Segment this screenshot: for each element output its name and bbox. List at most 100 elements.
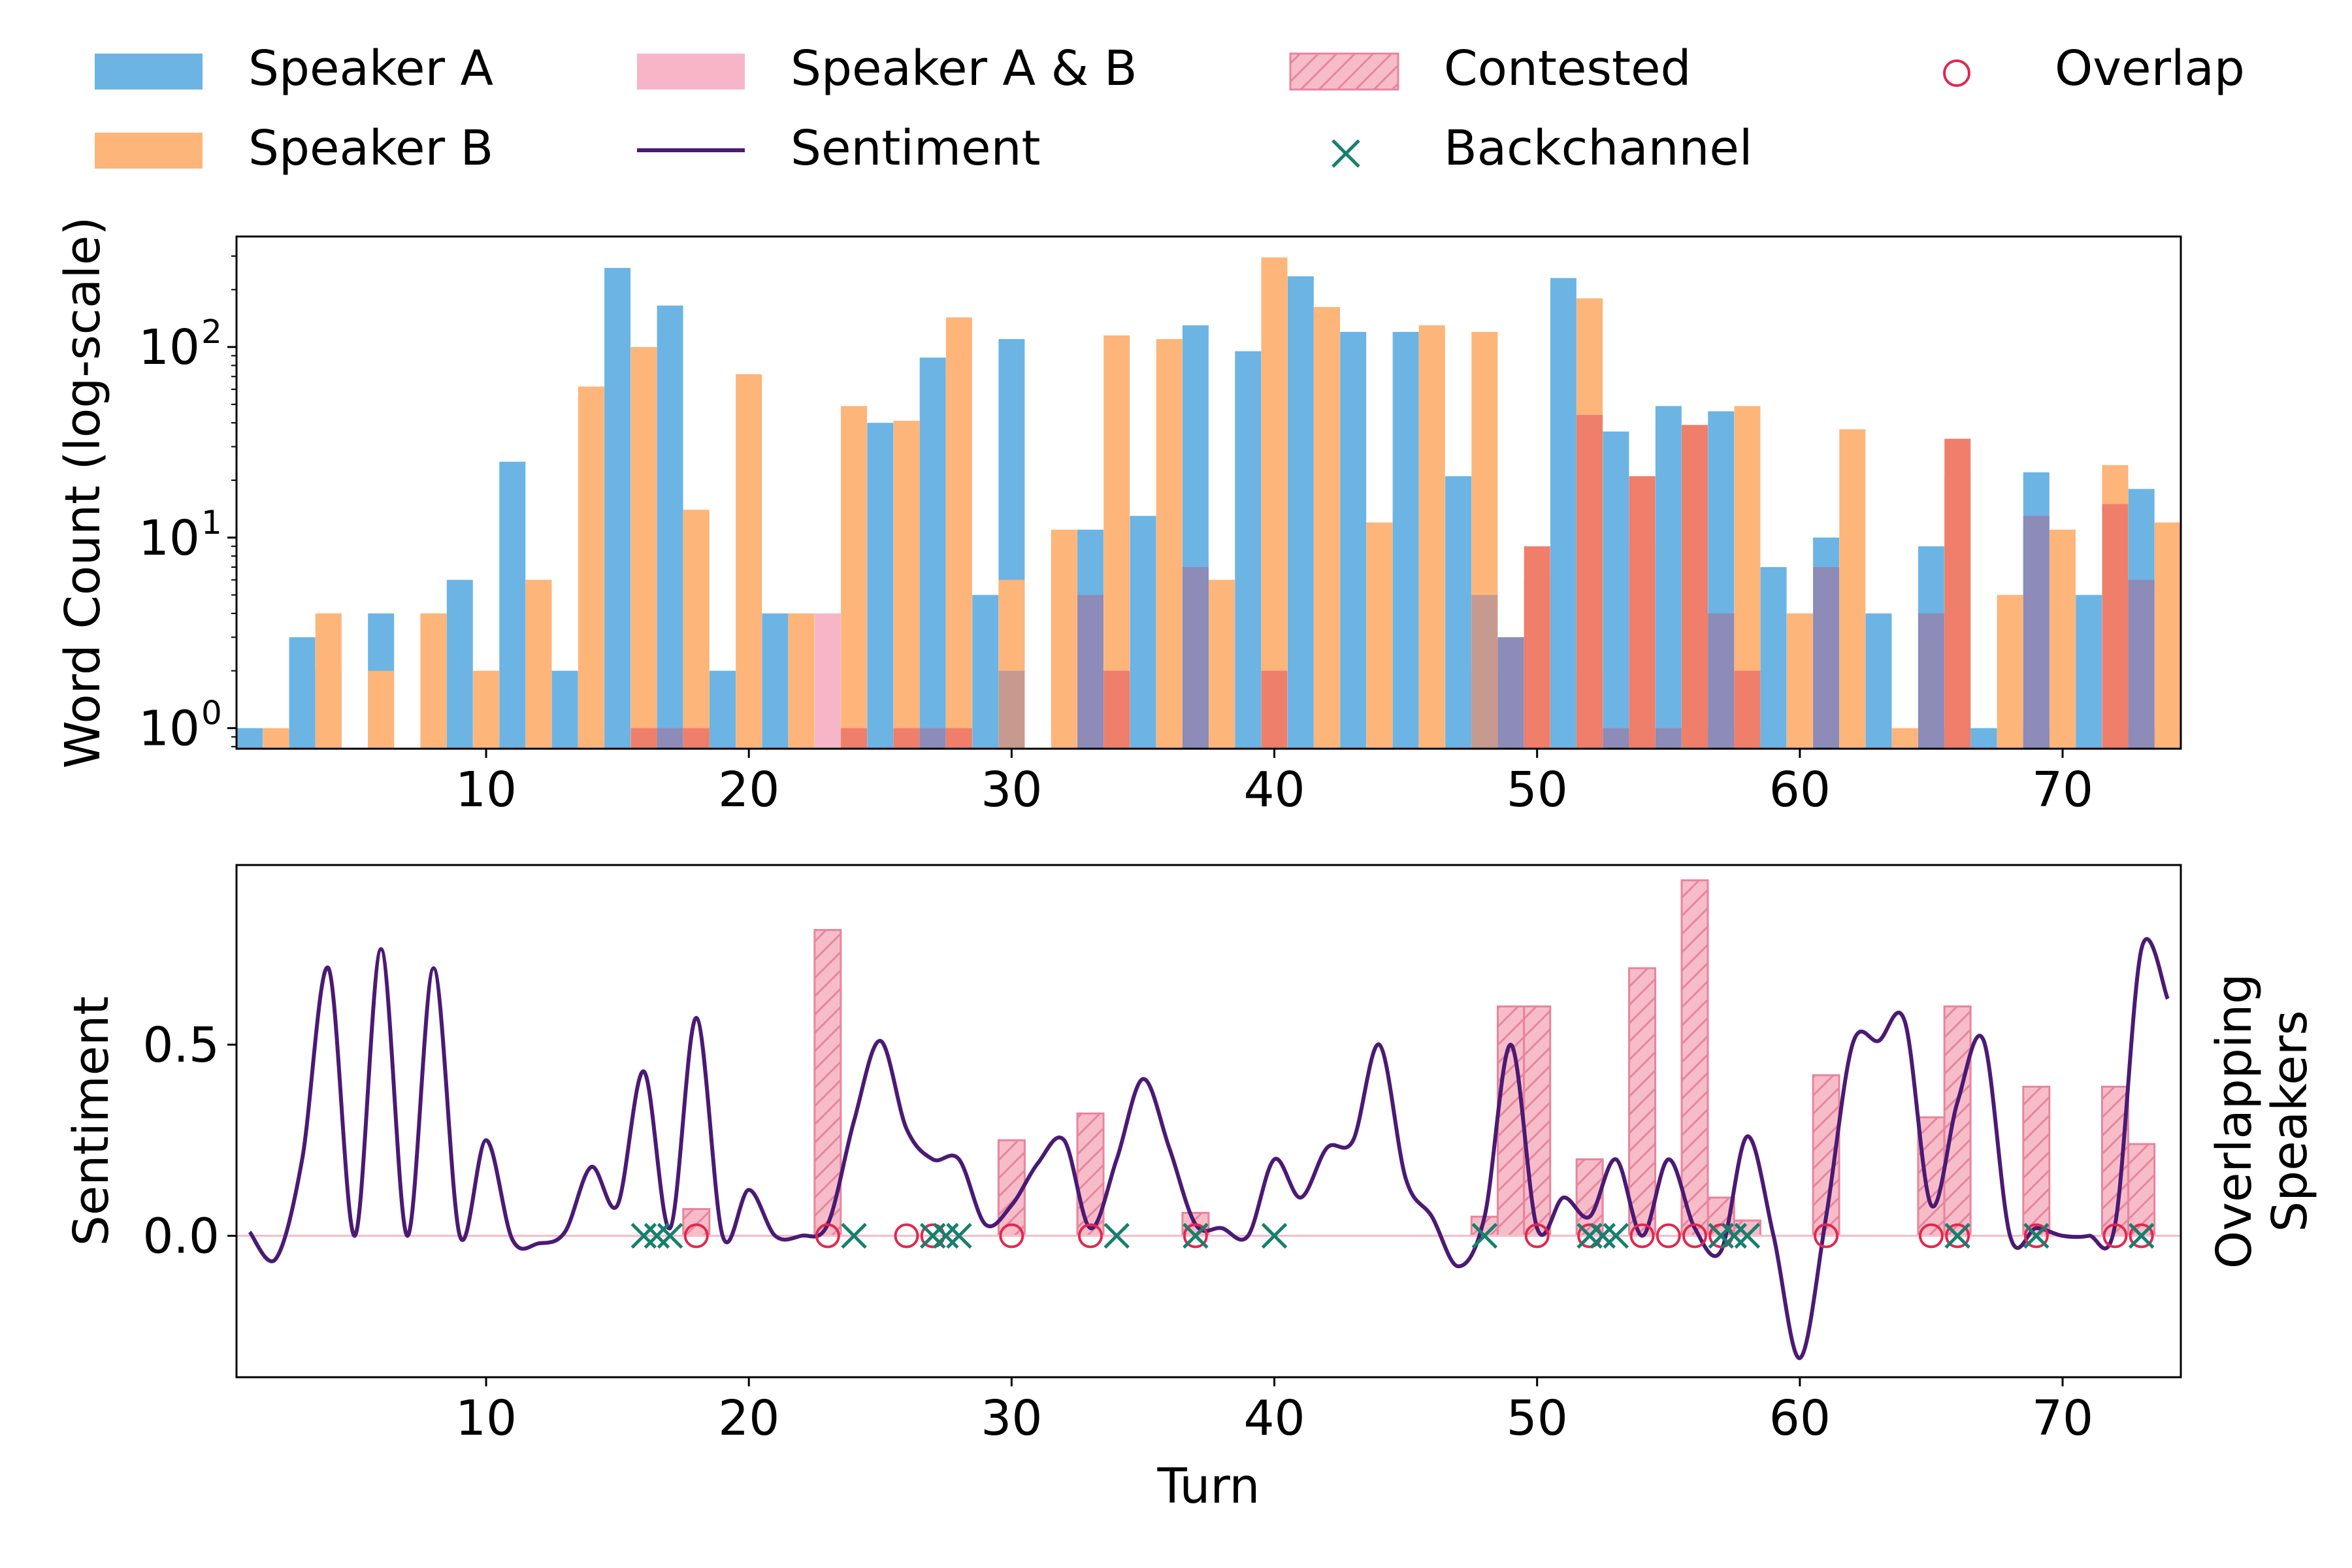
right-y-axis-label-line2: Speakers — [2262, 1010, 2318, 1232]
speaker-b-bar-30 — [1839, 429, 1866, 749]
legend-speaker-b-swatch — [95, 133, 203, 169]
backchannel-marker-17 — [1944, 1222, 1970, 1249]
speaker-a-bar-17 — [1130, 515, 1156, 749]
speaker-a-bar-19 — [1235, 351, 1262, 749]
speaker-b-bar-2 — [368, 670, 395, 749]
legend: Speaker A Speaker B Speaker A & B Sentim… — [95, 41, 2245, 176]
speaker-ab-bar-37 — [2128, 580, 2155, 749]
backchannel-marker-19 — [2128, 1222, 2155, 1249]
bottom-y-axis-label: Sentiment — [63, 996, 120, 1247]
speaker-a-bar-28 — [1655, 406, 1682, 749]
bottom-panel: 10 20 30 40 50 60 70 0.0 0.5 Sentiment Overlappi… — [63, 864, 2318, 1514]
speaker-b-bar-12 — [893, 421, 920, 749]
legend-contested: Contested — [1289, 41, 1691, 97]
legend-speaker-b: Speaker B — [95, 120, 493, 176]
top-bars — [237, 257, 2181, 749]
legend-sentiment: Sentiment — [637, 120, 1041, 176]
speaker-a-bar-36 — [2076, 595, 2102, 749]
speaker-ab-bar-11 — [1103, 670, 1130, 749]
speaker-a-bar-26 — [1550, 278, 1576, 749]
speaker-b-bar-22 — [1418, 325, 1445, 749]
speaker-a-bar-10 — [710, 670, 736, 749]
speaker-a-bar-6 — [499, 461, 526, 749]
legend-speaker-a-swatch — [95, 54, 203, 90]
bottom-ytick-label-1: 0.5 — [142, 1017, 220, 1073]
overlap-marker-2 — [894, 1223, 919, 1249]
speaker-b-bar-0 — [263, 728, 289, 749]
speaker-b-bar-11 — [841, 406, 868, 749]
overlap-marker-16 — [2023, 1223, 2049, 1249]
speaker-ab-bar-3 — [814, 613, 841, 749]
speaker-ab-bar-9 — [998, 670, 1025, 749]
contested-hatch-10 — [1682, 880, 1708, 1236]
contested-hatch-1 — [814, 930, 841, 1236]
legend-speaker-b-label: Speaker B — [248, 120, 493, 176]
backchannel-marker-15 — [1721, 1222, 1748, 1249]
sentiment-line — [248, 937, 2170, 1360]
legend-contested-hatch — [1290, 54, 1398, 90]
speaker-b-bar-4 — [473, 670, 500, 749]
legend-overlap-label: Overlap — [2055, 41, 2245, 97]
speaker-b-bar-5 — [525, 580, 552, 749]
speaker-b-bar-3 — [420, 613, 447, 749]
speaker-b-bar-1 — [315, 613, 342, 749]
backchannel-marker-5 — [933, 1222, 959, 1249]
speaker-ab-bar-0 — [630, 728, 657, 749]
speaker-b-bar-29 — [1786, 613, 1813, 749]
top-xtick-label-6: 70 — [2032, 762, 2093, 818]
backchannel-marker-10 — [1471, 1222, 1498, 1249]
top-panel-frame — [235, 235, 2182, 750]
speaker-ab-bar-26 — [1708, 613, 1735, 749]
contested-hatch-12 — [1734, 1220, 1761, 1236]
overlap-marker-5 — [1078, 1223, 1103, 1249]
top-ytick-exponent-2: 2 — [201, 313, 222, 351]
speaker-b-bar-18 — [1209, 580, 1235, 749]
overlap-marker-18 — [2129, 1223, 2154, 1249]
speaker-b-bar-17 — [1156, 339, 1183, 749]
bottom-x-axis-label: Turn — [1157, 1458, 1260, 1514]
overlap-marker-1 — [815, 1223, 840, 1249]
speaker-ab-bar-38 — [2128, 728, 2155, 749]
speaker-a-bar-32 — [1865, 613, 1892, 749]
legend-speaker-a: Speaker A — [95, 41, 494, 97]
backchannel-marker-16 — [1734, 1222, 1761, 1249]
backchannel-marker-3 — [841, 1222, 867, 1249]
legend-speaker-a-label: Speaker A — [248, 41, 494, 97]
backchannel-marker-7 — [1103, 1222, 1130, 1249]
bottom-xtick-label-4: 50 — [1507, 1390, 1568, 1446]
speaker-ab-bar-23 — [1629, 476, 1656, 749]
backchannel-marker-11 — [1576, 1222, 1603, 1249]
speaker-ab-bar-18 — [1497, 670, 1524, 749]
contested-hatch-14 — [1918, 1117, 1944, 1236]
speaker-a-bar-21 — [1340, 332, 1367, 749]
contested-hatch-0 — [683, 1209, 710, 1236]
speaker-a-bar-14 — [972, 595, 999, 749]
legend-speaker-ab: Speaker A & B — [637, 41, 1137, 97]
top-xtick-label-3: 40 — [1243, 762, 1305, 818]
legend-contested-label: Contested — [1444, 41, 1691, 97]
top-xtick-label-0: 10 — [455, 762, 517, 818]
bottom-xtick-label-5: 60 — [1769, 1390, 1831, 1446]
speaker-a-bar-11 — [762, 613, 789, 749]
contested-hatch-9 — [1629, 968, 1656, 1236]
bottom-xtick-label-1: 20 — [718, 1390, 779, 1446]
speaker-b-bar-33 — [1997, 595, 2023, 749]
bottom-panel-frame — [235, 864, 2182, 1379]
speaker-ab-bar-27 — [1708, 728, 1735, 749]
top-y-axis-label: Word Count (log-scale) — [55, 217, 111, 769]
speaker-a-bar-9 — [657, 305, 683, 749]
overlap-marker-10 — [1656, 1223, 1681, 1249]
speaker-ab-bar-12 — [1182, 567, 1209, 749]
speaker-ab-bar-10 — [1077, 595, 1103, 749]
top-ytick-label-1: 10 — [139, 510, 200, 566]
top-ytick-exponent-1: 1 — [201, 504, 222, 542]
contested-hatch-15 — [1944, 1006, 1971, 1236]
overlap-marker-11 — [1682, 1223, 1707, 1249]
overlap-marker-17 — [2102, 1223, 2128, 1249]
top-xtick-label-4: 50 — [1507, 762, 1568, 818]
top-xtick-label-2: 30 — [981, 762, 1042, 818]
overlap-marker-9 — [1629, 1223, 1655, 1249]
bottom-ytick-label-0: 0.0 — [142, 1209, 220, 1265]
top-ytick-exponent-0: 0 — [201, 694, 222, 732]
bottom-xtick-label-2: 30 — [981, 1390, 1042, 1446]
